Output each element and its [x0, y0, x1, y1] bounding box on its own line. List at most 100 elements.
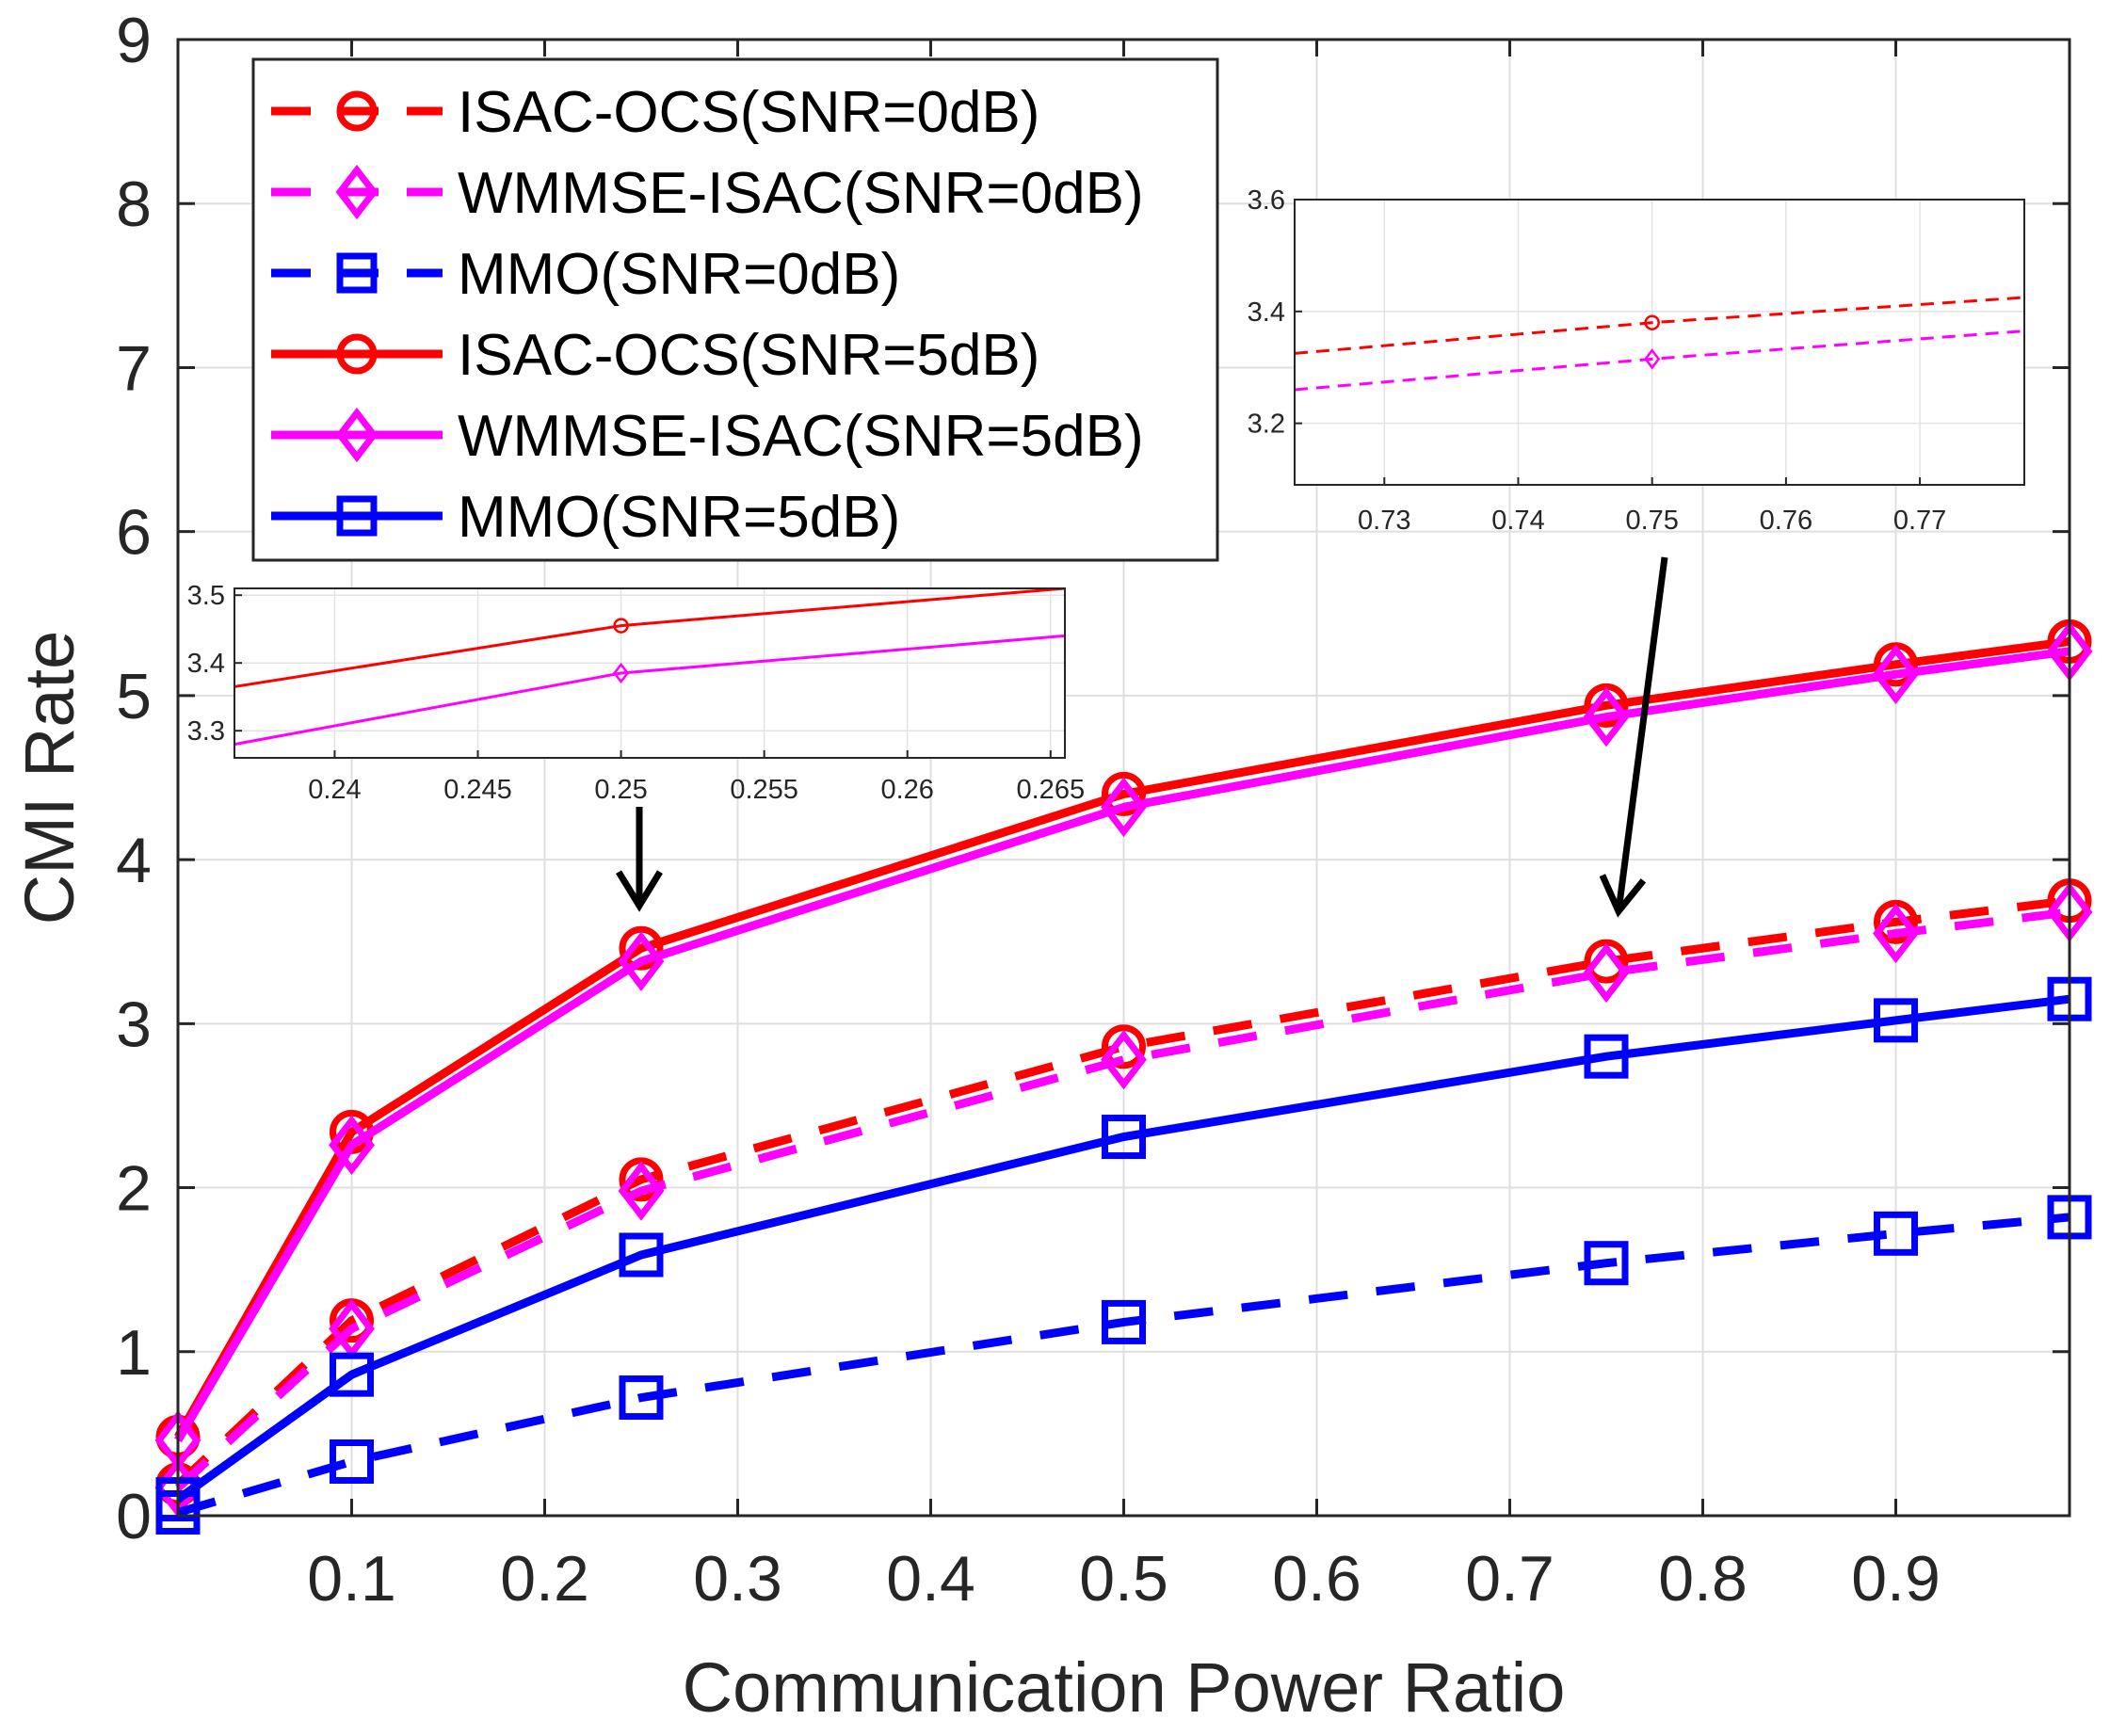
inset-data-point — [1644, 314, 1660, 330]
legend-entry-mmo-snr-0db: MMO(SNR=0dB) — [271, 242, 900, 307]
data-point — [1101, 777, 1147, 838]
x-tick-label: 0.4 — [886, 1543, 975, 1615]
inset-series-line — [1295, 296, 2024, 355]
inset-y-tick-label: 3.4 — [187, 649, 225, 679]
legend-entry-isac-ocs-snr-5db: ISAC-OCS(SNR=5dB) — [271, 323, 1039, 388]
inset-x-tick-label: 0.74 — [1491, 506, 1544, 536]
y-axis-title: CMI Rate — [10, 631, 89, 925]
x-tick-label: 0.5 — [1079, 1543, 1168, 1615]
axes: 0.1 0.2 0.3 0.4 0.5 0.6 0.7 0.8 0.9 0 1 2 3 4 5 6 7 8 9 Com… — [10, 5, 2071, 1727]
legend-label: ISAC-OCS(SNR=0dB) — [458, 80, 1039, 145]
inset-frame — [1294, 199, 2025, 486]
data-point — [619, 1375, 664, 1421]
inset-y-tick-label: 3.2 — [1248, 410, 1285, 440]
data-point — [1102, 1299, 1146, 1344]
inset-y-tick-label: 3.4 — [1248, 297, 1285, 328]
legend-marker — [336, 333, 378, 375]
legend-entry-isac-ocs-snr-0db: ISAC-OCS(SNR=0dB) — [271, 80, 1039, 145]
data-point — [1584, 683, 1629, 728]
y-tick-label: 8 — [116, 169, 152, 240]
legend: ISAC-OCS(SNR=0dB) WMMSE-ISAC(SNR=0dB) MMO(… — [251, 57, 1219, 562]
zoom-arrows — [616, 556, 1668, 918]
series-line — [174, 908, 2070, 1491]
inset-series-isac-ocs-snr-5db — [234, 588, 1065, 688]
inset-series-wmmse-isac-snr-0db — [1295, 330, 2024, 392]
series-line — [174, 636, 2070, 1439]
x-tick-label: 0.7 — [1465, 1543, 1554, 1615]
arrow-head — [616, 870, 663, 912]
inset-series-line — [234, 634, 1065, 747]
x-tick-label: 0.8 — [1658, 1543, 1748, 1615]
data-point — [1583, 686, 1630, 747]
legend-marker — [336, 495, 378, 537]
inset-x-tick-label: 0.245 — [443, 775, 512, 805]
data-point — [330, 1439, 374, 1485]
legend-marker — [336, 252, 378, 294]
x-tick-label: 0.2 — [500, 1543, 589, 1615]
y-tick-label: 7 — [116, 332, 152, 404]
series-line — [174, 896, 2070, 1488]
legend-label: WMMSE-ISAC(SNR=5dB) — [458, 404, 1144, 469]
series-line — [176, 1213, 2070, 1517]
arrow-head — [1599, 874, 1647, 918]
inset-series-wmmse-isac-snr-5db — [234, 634, 1065, 747]
inset-x-tick-label: 0.75 — [1625, 506, 1678, 536]
data-point — [619, 1157, 664, 1202]
zoom-insets: 0.24 0.245 0.25 0.255 0.26 0.265 3.3 3.4 3.5 0.73… — [187, 185, 2025, 805]
data-point — [330, 1352, 374, 1397]
inset-background — [1295, 200, 2024, 485]
legend-label: WMMSE-ISAC(SNR=0dB) — [458, 161, 1144, 226]
inset-data-point — [613, 618, 629, 634]
y-tick-label: 2 — [116, 1153, 152, 1225]
inset-x-tick-label: 0.77 — [1893, 506, 1946, 536]
inset-zoom-0.75: 0.73 0.74 0.75 0.76 0.77 3.2 3.4 3.6 — [1248, 185, 2025, 536]
data-point — [329, 1115, 375, 1175]
y-tick-label: 3 — [116, 989, 152, 1060]
legend-marker — [336, 90, 378, 132]
y-tick-label: 0 — [116, 1481, 152, 1552]
data-point — [1584, 1034, 1629, 1079]
inset-series-isac-ocs-snr-0db — [1295, 296, 2024, 355]
zoom-arrow-2 — [1599, 556, 1668, 918]
inset-x-tick-label: 0.265 — [1017, 775, 1086, 805]
legend-label: MMO(SNR=5dB) — [458, 485, 900, 550]
inset-y-tick-label: 3.6 — [1248, 185, 1285, 216]
inset-x-tick-label: 0.26 — [880, 775, 933, 805]
legend-entry-wmmse-isac-snr-5db: WMMSE-ISAC(SNR=5dB) — [271, 404, 1144, 469]
inset-data-point — [613, 662, 630, 684]
inset-series-line — [234, 588, 1065, 688]
inset-background — [234, 588, 1065, 758]
legend-label: ISAC-OCS(SNR=5dB) — [458, 323, 1039, 388]
data-point — [1874, 998, 1918, 1043]
inset-x-tick-label: 0.76 — [1760, 506, 1812, 536]
inset-y-tick-label: 3.3 — [187, 716, 225, 747]
legend-marker — [335, 407, 379, 463]
data-point — [619, 1232, 664, 1278]
legend-entry-wmmse-isac-snr-0db: WMMSE-ISAC(SNR=0dB) — [271, 161, 1144, 226]
x-tick-label: 0.1 — [307, 1543, 396, 1615]
data-point — [1874, 1211, 1918, 1256]
arrow-shaft — [1615, 556, 1668, 912]
data-point — [1102, 771, 1146, 816]
data-point — [1873, 903, 1919, 964]
legend-marker — [335, 164, 379, 220]
data-point — [1583, 942, 1630, 1004]
inset-zoom-0.25: 0.24 0.245 0.25 0.255 0.26 0.265 3.3 3.4 3.5 — [187, 581, 1085, 805]
data-point — [1102, 1024, 1146, 1069]
y-tick-label: 9 — [116, 5, 152, 76]
x-axis-title: Communication Power Ratio — [683, 1648, 1566, 1727]
data-point — [618, 931, 665, 991]
inset-x-tick-label: 0.25 — [594, 775, 647, 805]
series-line — [175, 994, 2070, 1503]
y-tick-label: 4 — [116, 825, 152, 896]
inset-x-tick-label: 0.255 — [730, 775, 798, 805]
legend-entry-mmo-snr-5db: MMO(SNR=5dB) — [271, 485, 900, 550]
legend-label: MMO(SNR=0dB) — [458, 242, 900, 307]
inset-x-tick-label: 0.73 — [1358, 506, 1410, 536]
legend-box — [251, 57, 1219, 562]
data-point — [1874, 899, 1918, 944]
inset-y-tick-label: 3.5 — [187, 581, 225, 611]
data-point — [619, 925, 664, 971]
data-point — [1102, 1115, 1146, 1160]
